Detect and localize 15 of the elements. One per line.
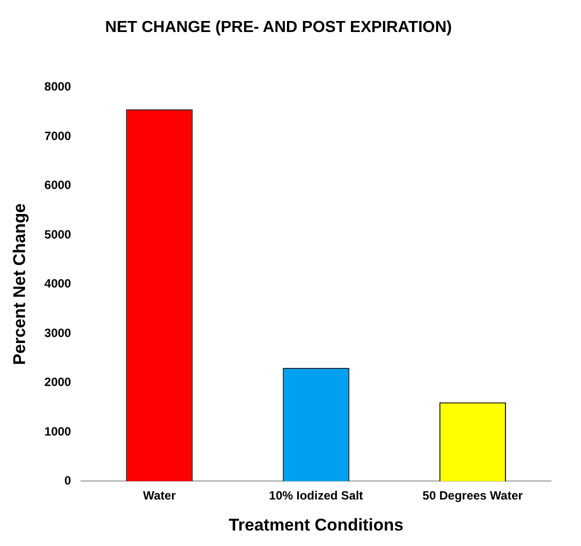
y-axis-title: Percent Net Change — [10, 203, 29, 365]
y-tick-label: 4000 — [44, 276, 72, 291]
y-tick-label: 1000 — [44, 424, 72, 438]
x-tick-label: Water — [142, 488, 176, 503]
chart-title: NET CHANGE (PRE- AND POST EXPIRATION) — [105, 19, 452, 36]
x-tick-label: 10% Iodized Salt — [269, 488, 364, 503]
y-tick-label: 2000 — [44, 375, 72, 390]
y-tick-label: 8000 — [44, 80, 72, 94]
y-tick-label: 6000 — [44, 178, 72, 192]
y-tick-label: 5000 — [44, 227, 72, 242]
y-tick-label: 3000 — [44, 326, 72, 340]
x-axis-title: Treatment Conditions — [228, 515, 404, 534]
y-tick-label: 7000 — [44, 128, 72, 143]
x-tick-label: 50 Degrees Water — [422, 488, 524, 503]
y-tick-label: 0 — [64, 474, 72, 488]
